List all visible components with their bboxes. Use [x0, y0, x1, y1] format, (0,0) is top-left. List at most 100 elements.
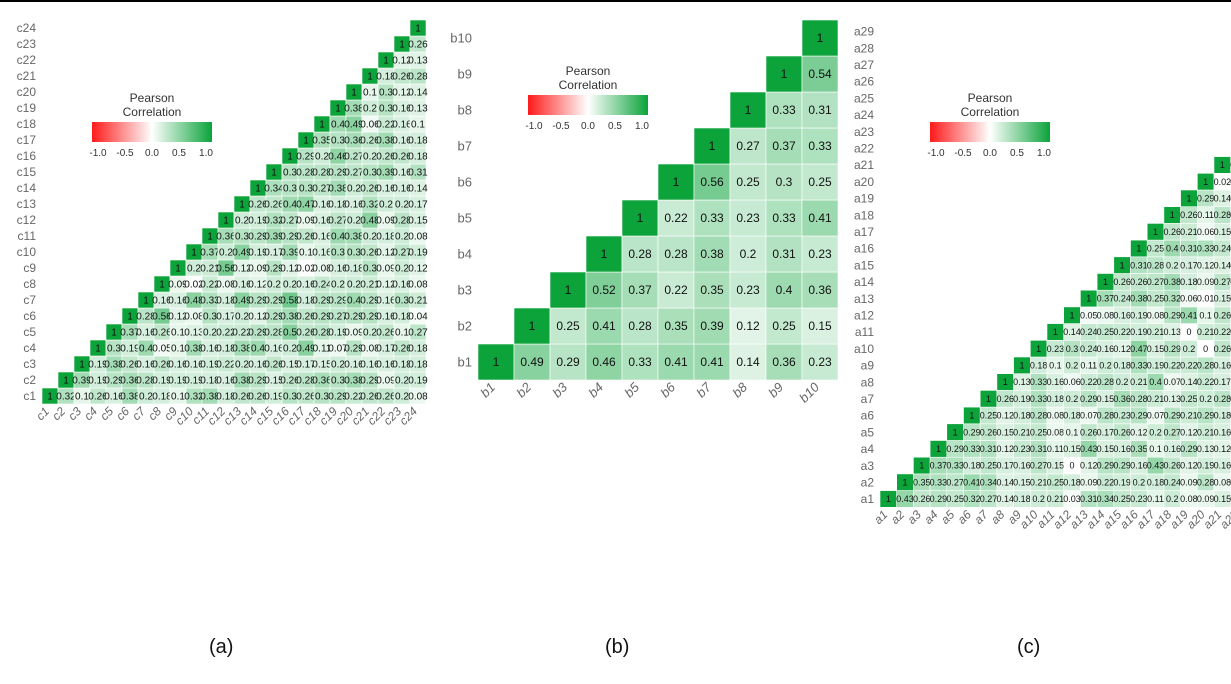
cell-label-a7-a7: 1 [986, 394, 991, 404]
cell-label-a14-a3: 0.29 [1097, 461, 1115, 471]
cell-label-a11-a7: 0.18 [1047, 394, 1065, 404]
cell-label-c16-c6: 0.38 [280, 312, 300, 323]
cell-label-c21-c13: 0.32 [360, 200, 380, 211]
cell-label-c20-c6: 0.29 [344, 312, 364, 323]
cell-label-c11-c1: 0.38 [200, 392, 220, 403]
legend-tick-3: 0.5 [1010, 148, 1024, 159]
cell-label-b9-b5: 0.33 [772, 211, 796, 225]
y-tick-label-b7: b7 [458, 139, 472, 154]
cell-label-a14-a11: 0.25 [1097, 327, 1115, 337]
cell-label-a12-a12: 1 [1070, 310, 1075, 320]
cell-label-a13-a10: 0.24 [1080, 344, 1098, 354]
cell-label-a20-a5: 0.21 [1197, 427, 1215, 437]
cell-label-c22-c11: 0.18 [376, 232, 396, 243]
y-tick-label-b2: b2 [458, 319, 472, 334]
y-tick-label-a5: a5 [861, 425, 875, 439]
cell-label-a7-a6: 0.25 [980, 411, 998, 421]
cell-label-a15-a2: 0.19 [1113, 477, 1131, 487]
cell-label-c5-c4: 0.3 [107, 344, 121, 355]
cell-label-a20-a10: 0 [1203, 344, 1208, 354]
cell-label-a15-a14: 0.26 [1113, 277, 1131, 287]
cell-label-b5-b5: 1 [637, 211, 644, 225]
cell-label-a12-a8: 0.06 [1063, 377, 1081, 387]
cell-label-c17-c10: 0.1 [299, 248, 313, 259]
cell-label-b4-b3: 0.52 [592, 283, 616, 297]
cell-label-a14-a13: 0.37 [1097, 294, 1115, 304]
cell-label-a20-a2: 0.28 [1197, 477, 1215, 487]
cell-label-a2-a2: 1 [903, 477, 908, 487]
cell-label-c14-c13: 0.26 [248, 200, 268, 211]
cell-label-c10-c10: 1 [191, 248, 197, 259]
cell-label-c15-c4: 0.16 [264, 344, 284, 355]
cell-label-c4-c4: 1 [95, 344, 101, 355]
cell-label-c11-c7: 0.33 [200, 296, 220, 307]
cell-label-c14-c9: 0.09 [248, 264, 268, 275]
cell-label-a14-a7: 0.15 [1097, 394, 1115, 404]
cell-label-a20-a8: 0.22 [1197, 377, 1215, 387]
cell-label-a10-a7: 0.33 [1030, 394, 1048, 404]
cell-label-a8-a1: 0.14 [996, 494, 1014, 504]
legend-tick-2: 0.0 [581, 121, 595, 132]
cell-label-a21-a13: 0.15 [1214, 294, 1231, 304]
cell-label-c8-c4: 0.05 [152, 344, 172, 355]
y-tick-label-b3: b3 [458, 283, 472, 298]
cell-label-a6-a2: 0.41 [963, 477, 981, 487]
cell-label-c16-c7: 0.58 [280, 296, 300, 307]
cell-label-c4-c3: 0.19 [88, 360, 108, 371]
y-tick-label-b5: b5 [458, 211, 472, 226]
cell-label-a14-a12: 0.08 [1097, 310, 1115, 320]
cell-label-b9-b6: 0.3 [776, 175, 793, 189]
cell-label-a17-a13: 0.25 [1147, 294, 1165, 304]
y-tick-label-a19: a19 [854, 192, 874, 206]
cell-label-c9-c1: 0.1 [171, 392, 185, 403]
cell-label-c3-c1: 0.1 [75, 392, 89, 403]
cell-label-c22-c7: 0.16 [376, 296, 396, 307]
cell-label-c17-c16: 0.29 [296, 152, 316, 163]
cell-label-c5-c2: 0.29 [104, 376, 124, 387]
cell-label-b1-b1: 1 [493, 355, 500, 369]
legend-color-bar [528, 95, 648, 115]
cell-label-c24-c12: 0.15 [408, 216, 428, 227]
cell-label-c20-c14: 0.2 [347, 184, 361, 195]
cell-label-c5-c1: 0.16 [104, 392, 124, 403]
cell-label-a7-a3: 0.25 [980, 461, 998, 471]
cell-label-c18-c15: 0.28 [312, 168, 332, 179]
cell-label-c23-c9: 0.2 [395, 264, 409, 275]
cell-label-a13-a1: 0.31 [1080, 494, 1098, 504]
cell-label-c21-c6: 0.29 [360, 312, 380, 323]
cell-label-c7-c6: 0.28 [136, 312, 156, 323]
legend-title-line2: Correlation [961, 105, 1020, 119]
cell-label-a21-a12: 0.26 [1214, 310, 1231, 320]
cell-label-c20-c7: 0.4 [347, 296, 361, 307]
cell-label-a14-a4: 0.15 [1097, 444, 1115, 454]
y-tick-label-a6: a6 [861, 409, 875, 423]
cell-label-c17-c7: 0.18 [296, 296, 316, 307]
cell-label-b7-b7: 1 [709, 139, 716, 153]
cell-label-c8-c8: 1 [159, 280, 165, 291]
cell-label-c15-c1: 0.19 [264, 392, 284, 403]
cell-label-b9-b4: 0.31 [772, 247, 796, 261]
cell-label-c6-c6: 1 [127, 312, 133, 323]
cell-label-a8-a3: 0.17 [996, 461, 1014, 471]
cell-label-c13-c10: 0.49 [232, 248, 252, 259]
cell-label-c16-c10: 0.39 [280, 248, 300, 259]
cell-label-c14-c7: 0.29 [248, 296, 268, 307]
cell-label-c12-c4: 0.18 [216, 344, 236, 355]
cell-label-a15-a13: 0.24 [1113, 294, 1131, 304]
cell-label-c13-c4: 0.38 [232, 344, 252, 355]
y-tick-label-a15: a15 [854, 258, 874, 272]
cell-label-c13-c6: 0.2 [235, 312, 249, 323]
cell-label-c21-c20: 0.1 [363, 88, 377, 99]
cell-label-c8-c1: 0.18 [152, 392, 172, 403]
legend-color-bar [92, 122, 212, 142]
y-tick-label-a25: a25 [854, 91, 874, 105]
cell-label-c23-c1: 0.2 [395, 392, 409, 403]
cell-label-a20-a15: 0.12 [1197, 260, 1215, 270]
cell-label-a5-a1: 0.25 [946, 494, 964, 504]
cell-label-a12-a9: 0.2 [1066, 361, 1079, 371]
cell-label-c16-c3: 0.15 [280, 360, 300, 371]
cell-label-c16-c5: 0.5 [283, 328, 297, 339]
cell-label-b10-b1: 0.23 [808, 355, 832, 369]
cell-label-a9-a7: 0.19 [1013, 394, 1031, 404]
cell-label-c20-c9: 0.18 [344, 264, 364, 275]
